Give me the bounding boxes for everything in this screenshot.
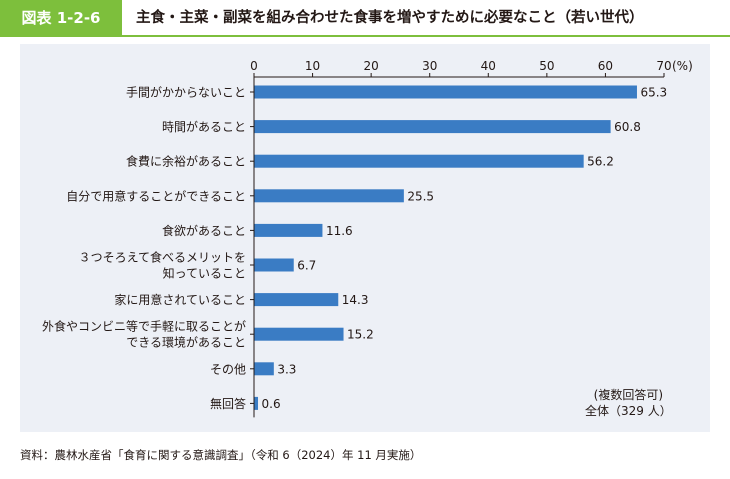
category-label: ３つそろえて食べるメリットを	[79, 250, 246, 265]
bar	[254, 396, 259, 410]
bar	[254, 85, 637, 99]
x-tick-label: 20	[364, 59, 379, 73]
category-label: 家に用意されていること	[114, 292, 246, 307]
x-tick-label: 40	[481, 59, 496, 73]
bar	[254, 293, 339, 307]
bar	[254, 189, 404, 203]
category-label: 時間があること	[162, 119, 246, 134]
x-tick-label: 0	[250, 59, 258, 73]
figure-title: 主食・主菜・副菜を組み合わせた食事を増やすために必要なこと（若い世代）	[136, 10, 644, 26]
x-unit-label: (%)	[672, 59, 693, 73]
category-label: 食欲があること	[162, 223, 246, 238]
bar-value-label: 60.8	[614, 120, 641, 134]
category-label: 食費に余裕があること	[126, 154, 246, 169]
bar-value-label: 15.2	[347, 328, 374, 342]
bar	[254, 154, 584, 168]
bar	[254, 223, 323, 237]
header-divider	[0, 35, 730, 37]
category-label: その他	[210, 362, 246, 376]
survey-note: (複数回答可) 全体（329 人）	[585, 387, 672, 419]
category-label: 手間がかからないこと	[126, 85, 246, 100]
category-label: できる環境があること	[126, 335, 246, 350]
x-tick-label: 30	[422, 59, 437, 73]
bar-value-label: 56.2	[587, 155, 614, 169]
figure-number-badge: 図表 1-2-6	[0, 0, 122, 36]
x-tick-label: 10	[305, 59, 320, 73]
chart-panel	[20, 44, 710, 432]
note-sample-size: 全体（329 人）	[585, 404, 672, 418]
bar-value-label: 65.3	[640, 86, 667, 100]
category-label: 外食やコンビニ等で手軽に取ることが	[42, 319, 246, 334]
figure-header: 図表 1-2-6 主食・主菜・副菜を組み合わせた食事を増やすために必要なこと（若…	[0, 0, 730, 37]
bar	[254, 327, 344, 341]
x-tick-label: 70	[656, 59, 671, 73]
note-multiple-answers: (複数回答可)	[593, 388, 664, 402]
bar	[254, 362, 274, 376]
bar-value-label: 3.3	[277, 362, 296, 376]
category-label: 自分で用意することができること	[66, 188, 246, 203]
bar-value-label: 0.6	[262, 397, 281, 411]
source-note: 資料：農林水産省「食育に関する意識調査」（令和 6（2024）年 11 月実施）	[20, 448, 422, 462]
bar-value-label: 25.5	[407, 189, 434, 203]
bar-value-label: 14.3	[342, 293, 369, 307]
category-label: 無回答	[210, 396, 246, 411]
bar	[254, 258, 294, 272]
category-label: 知っていること	[163, 267, 246, 281]
bar	[254, 120, 611, 134]
x-tick-label: 60	[598, 59, 613, 73]
x-tick-label: 50	[539, 59, 554, 73]
bar-value-label: 11.6	[326, 224, 353, 238]
bar-value-label: 6.7	[297, 259, 316, 273]
